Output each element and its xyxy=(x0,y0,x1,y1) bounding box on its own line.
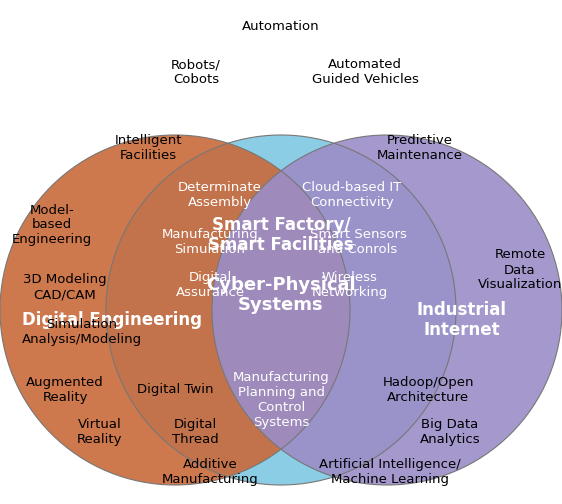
Text: Determinate
Assembly: Determinate Assembly xyxy=(178,181,262,209)
Text: Cloud-based IT
Connectivity: Cloud-based IT Connectivity xyxy=(302,181,402,209)
Text: Predictive
Maintenance: Predictive Maintenance xyxy=(377,134,463,162)
Text: Automation: Automation xyxy=(242,21,320,33)
Text: Smart Sensors
and Conrols: Smart Sensors and Conrols xyxy=(310,228,406,256)
Text: Digital
Thread: Digital Thread xyxy=(171,418,219,446)
Text: Smart Factory/
Smart Facilities: Smart Factory/ Smart Facilities xyxy=(208,216,354,255)
Circle shape xyxy=(0,135,350,485)
Text: Augmented
Reality: Augmented Reality xyxy=(26,376,104,404)
Text: Wireless
Networking: Wireless Networking xyxy=(312,271,388,299)
Text: Additive
Manufacturing: Additive Manufacturing xyxy=(162,458,259,486)
Text: Automated
Guided Vehicles: Automated Guided Vehicles xyxy=(311,58,419,86)
Circle shape xyxy=(106,135,456,485)
Text: Digital Twin: Digital Twin xyxy=(137,384,213,397)
Text: Industrial
Internet: Industrial Internet xyxy=(417,300,507,339)
Text: Digital
Assurance: Digital Assurance xyxy=(175,271,244,299)
Text: 3D Modeling
CAD/CAM: 3D Modeling CAD/CAM xyxy=(23,273,107,301)
Text: Intelligent
Facilities: Intelligent Facilities xyxy=(114,134,182,162)
Text: Remote
Data
Visualization: Remote Data Visualization xyxy=(478,248,562,291)
Text: Hadoop/Open
Architecture: Hadoop/Open Architecture xyxy=(382,376,474,404)
Circle shape xyxy=(212,135,562,485)
Text: Artificial Intelligence/
Machine Learning: Artificial Intelligence/ Machine Learnin… xyxy=(319,458,461,486)
Text: Cyber-Physical
Systems: Cyber-Physical Systems xyxy=(206,276,356,314)
Text: Digital Engineering: Digital Engineering xyxy=(22,311,202,329)
Text: Manufacturing
Simulation: Manufacturing Simulation xyxy=(162,228,259,256)
Text: Manufacturing
Planning and
Control
Systems: Manufacturing Planning and Control Syste… xyxy=(233,371,329,429)
Text: Big Data
Analytics: Big Data Analytics xyxy=(420,418,481,446)
Text: Virtual
Reality: Virtual Reality xyxy=(77,418,123,446)
Text: Simulation
Analysis/Modeling: Simulation Analysis/Modeling xyxy=(22,318,142,346)
Text: Model-
based
Engineering: Model- based Engineering xyxy=(12,204,92,246)
Text: Robots/
Cobots: Robots/ Cobots xyxy=(171,58,221,86)
